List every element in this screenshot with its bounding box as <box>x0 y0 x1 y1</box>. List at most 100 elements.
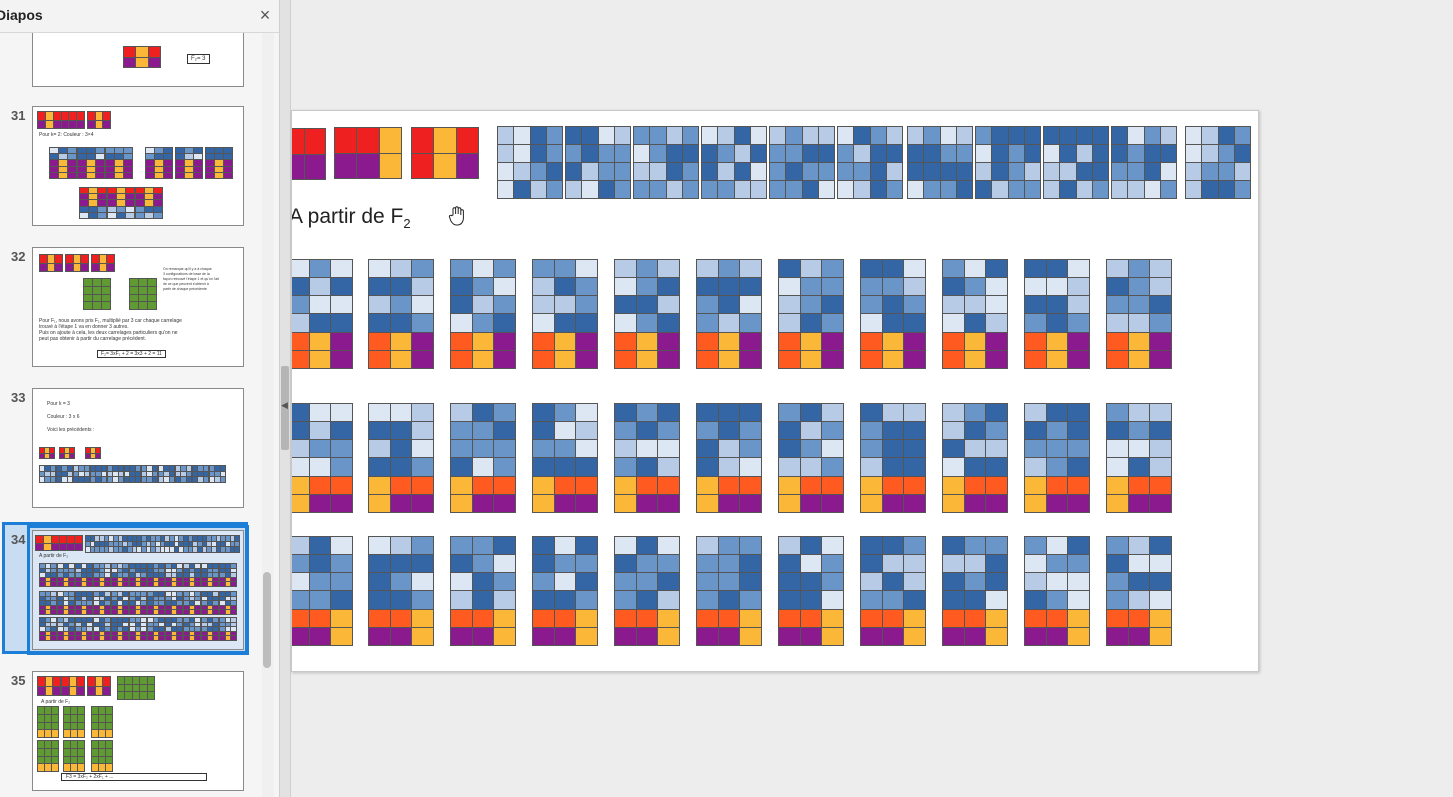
thumb-tile <box>129 617 147 641</box>
composite-tiling <box>292 403 353 513</box>
blue-tiling <box>633 126 699 199</box>
thumb-tile <box>192 465 209 483</box>
thumb-text: de ce que peuvent s'obtenir à <box>163 282 209 286</box>
blue-tiling <box>975 126 1041 199</box>
thumb-tile <box>105 147 133 179</box>
thumb-tile <box>83 278 111 310</box>
thumb-tile <box>75 563 93 587</box>
thumb-tile <box>39 465 56 483</box>
blue-tiling <box>497 126 563 199</box>
composite-tiling <box>614 403 680 513</box>
slide-pane-header: Diapos × <box>0 0 279 33</box>
thumb-tile <box>205 147 233 179</box>
collapse-arrow-icon[interactable]: ◀ <box>281 400 288 410</box>
slide-pane: Diapos × F₂= 3 31 Pour k= 2: Couleur : 3×4… <box>0 0 280 797</box>
thumb-tile <box>147 617 165 641</box>
panel-scrollbar[interactable] <box>262 33 274 797</box>
thumb-formula: F₂= 3 <box>187 54 210 64</box>
slide-thumbnail-35[interactable]: A partir de F₂ F3 = 3xF₂ + 2xF₁ + ... <box>32 671 244 791</box>
thumb-tile <box>35 535 83 551</box>
thumb-tile <box>183 563 201 587</box>
thumb-tile <box>99 535 114 553</box>
thumb-tile <box>124 465 141 483</box>
close-icon[interactable]: × <box>259 5 271 25</box>
thumb-tile <box>147 591 165 615</box>
composite-tiling <box>1024 259 1090 369</box>
thumb-text: A partir de F₂ <box>41 699 71 705</box>
thumb-text: F3 = 3xF₂ + 2xF₁ + ... <box>61 773 207 781</box>
thumb-tile <box>165 591 183 615</box>
thumb-text: Puis on ajoute à cela, les deux carrelag… <box>39 330 178 336</box>
thumb-tile <box>165 563 183 587</box>
composite-tiling <box>1106 259 1172 369</box>
slide-thumbnail-34[interactable]: A partir de F₂ <box>27 525 249 655</box>
thumb-tile <box>183 535 198 553</box>
thumb-tile <box>129 278 157 310</box>
thumb-tile <box>91 254 115 272</box>
slide-thumbnail-list[interactable]: F₂= 3 31 Pour k= 2: Couleur : 3×4 32 On rema… <box>0 33 262 797</box>
thumb-tile <box>219 591 237 615</box>
blue-tiling <box>1043 126 1109 199</box>
composite-tiling <box>860 259 926 369</box>
thumb-tile <box>201 591 219 615</box>
composite-tiling <box>368 536 434 646</box>
composite-tiling <box>450 536 516 646</box>
thumb-tile <box>158 465 175 483</box>
tiling-f1-a <box>292 128 326 180</box>
thumb-tile <box>63 740 85 772</box>
thumb-tile <box>197 535 212 553</box>
thumb-tile <box>57 617 75 641</box>
thumb-text: Pour k= 2: Couleur : 3×4 <box>39 132 94 138</box>
slide-number: 34 <box>11 532 26 547</box>
slide-thumbnail-32[interactable]: On remarque qu'il y a à chaque 3 configur… <box>32 247 244 367</box>
composite-tiling <box>368 403 434 513</box>
thumb-text: F₂= 3xF₁ + 2 = 3x3 + 2 = 11 <box>97 350 166 358</box>
splitter-grip[interactable] <box>281 366 289 450</box>
blue-tiling <box>769 126 835 199</box>
thumb-tile <box>87 111 111 129</box>
thumb-tile <box>129 563 147 587</box>
slide-number: 33 <box>11 390 26 405</box>
composite-tiling <box>1024 403 1090 513</box>
slide-thumbnail-30[interactable]: F₂= 3 <box>32 33 244 87</box>
blue-tiling <box>1185 126 1251 199</box>
thumb-text: 3 configurations de base de la <box>163 272 210 276</box>
thumb-tile <box>85 535 100 553</box>
thumb-text: On remarque qu'il y a à chaque <box>163 267 212 271</box>
slide-thumbnail-31[interactable]: Pour k= 2: Couleur : 3×4 <box>32 106 244 226</box>
composite-tiling <box>778 536 844 646</box>
main-slide[interactable]: A partir de F2 <box>291 110 1259 672</box>
blue-tiling <box>837 126 903 199</box>
composite-tiling <box>942 536 1008 646</box>
thumb-tile <box>175 147 203 179</box>
slide-number: 32 <box>11 249 26 264</box>
thumb-text: trouvé à l'étape 1 va en donner 3 autres… <box>39 324 129 330</box>
thumb-tile <box>75 591 93 615</box>
thumb-text: Pour k = 3 <box>47 401 70 407</box>
composite-tiling <box>532 259 598 369</box>
thumb-text: Couleur : 3 x 6 <box>47 414 80 420</box>
panel-scrollbar-thumb[interactable] <box>263 572 271 668</box>
thumb-tile <box>147 563 165 587</box>
thumb-text: A partir de F₂ <box>39 553 69 559</box>
slide-thumbnail-33[interactable]: Pour k = 3 Couleur : 3 x 6 Voici les précé… <box>32 388 244 508</box>
composite-tiling <box>614 259 680 369</box>
composite-tiling <box>1106 536 1172 646</box>
thumb-tile <box>123 46 161 68</box>
thumb-tile <box>91 740 113 772</box>
blue-tiling <box>1111 126 1177 199</box>
thumb-tile <box>57 591 75 615</box>
slide-pane-title: Diapos <box>0 7 43 23</box>
thumb-tile <box>183 591 201 615</box>
composite-tiling <box>532 403 598 513</box>
thumb-tile <box>165 617 183 641</box>
thumb-tile <box>37 111 85 129</box>
thumb-tile <box>111 563 129 587</box>
blue-tiling <box>565 126 631 199</box>
blue-tiling <box>701 126 767 199</box>
thumb-tile <box>111 591 129 615</box>
thumb-text: façon retrouvé l'étape 1 et qu'on l'ait <box>163 277 219 281</box>
thumb-tile <box>169 535 184 553</box>
thumb-tile <box>183 617 201 641</box>
thumb-tile <box>129 591 147 615</box>
